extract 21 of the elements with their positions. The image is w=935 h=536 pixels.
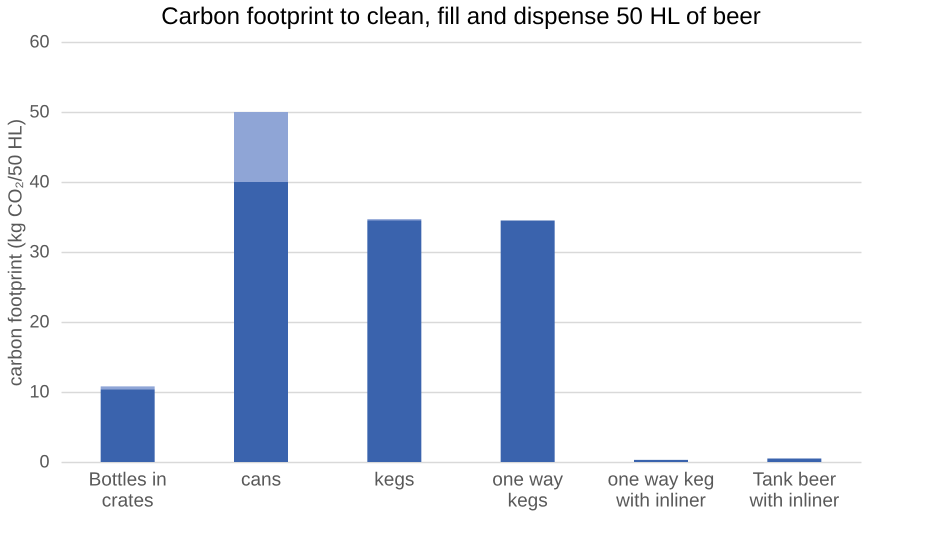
bar: [500, 220, 555, 462]
bar: [767, 458, 822, 462]
bar: [234, 182, 288, 462]
y-tick-label: 40: [29, 172, 50, 192]
x-tick-label: cans: [240, 470, 282, 490]
y-tick-label: 60: [29, 32, 50, 52]
y-tick-label: 0: [39, 452, 50, 472]
x-tick-label: kegs: [374, 470, 414, 490]
x-tick-label: Bottles in crates: [88, 470, 167, 512]
y-tick-label: 10: [29, 382, 50, 402]
x-tick-label: one way kegs: [492, 470, 564, 512]
x-tick-label: one way keg with inliner: [608, 470, 714, 512]
y-tick-label: 30: [29, 242, 50, 262]
bar: [100, 389, 155, 462]
x-tick-label: Tank beer with inliner: [748, 470, 840, 512]
y-tick-label: 50: [29, 102, 50, 122]
y-tick-label: 20: [29, 312, 50, 332]
bar: [234, 112, 288, 182]
y-axis-title: carbon footprint (kg CO₂/50 HL): [5, 118, 26, 386]
bar: [367, 220, 422, 462]
chart-title: Carbon footprint to clean, fill and dispense 50 HL of beer: [161, 3, 761, 30]
